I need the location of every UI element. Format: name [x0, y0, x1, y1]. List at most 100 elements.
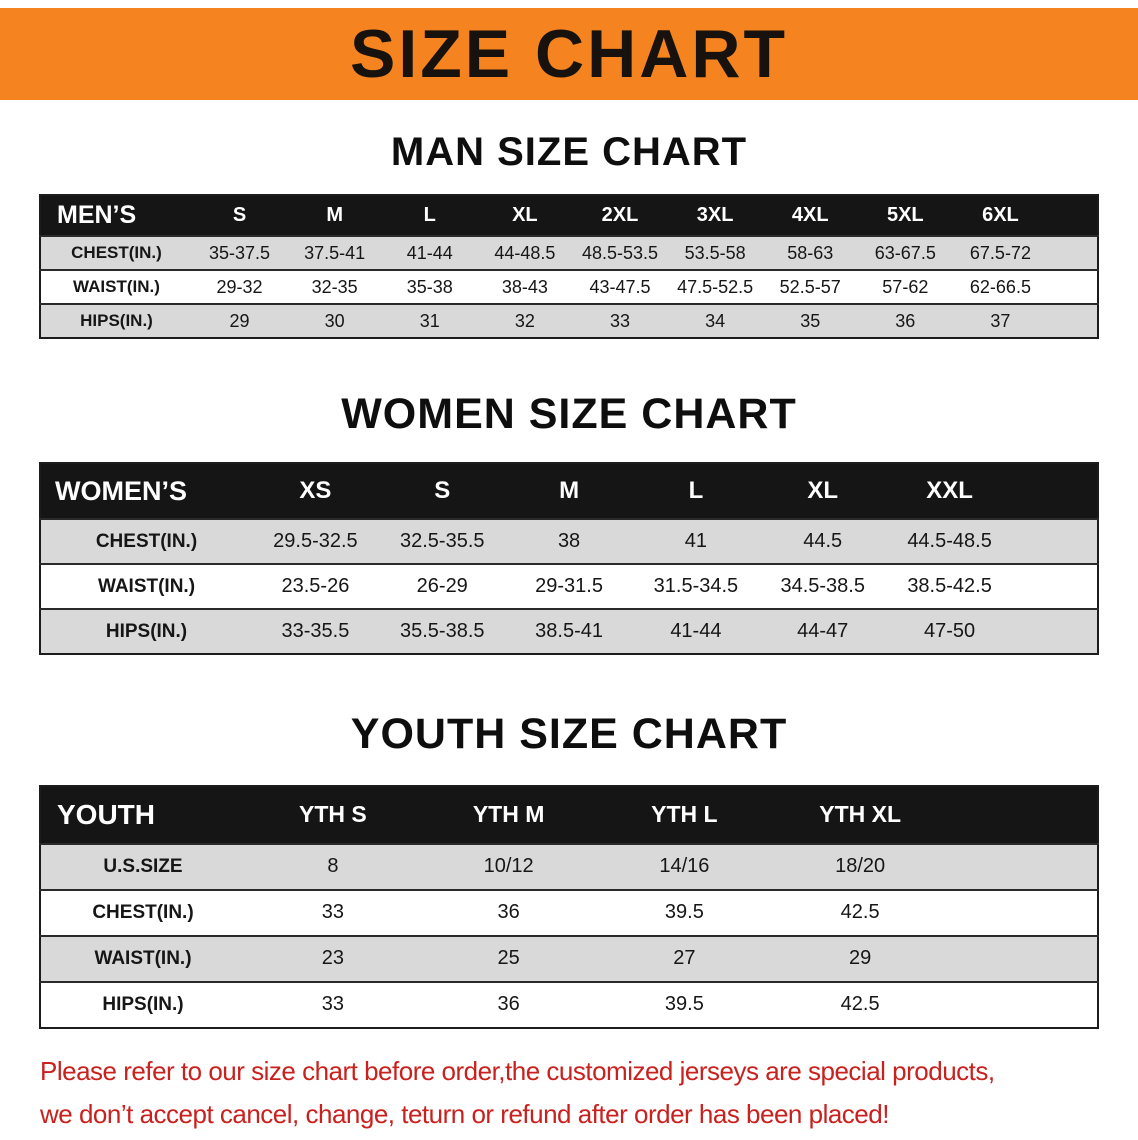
- men-section-heading: MAN SIZE CHART: [390, 130, 748, 174]
- measurement-value: 42.5: [840, 901, 880, 924]
- size-column-header: M: [505, 463, 633, 520]
- disclaimer-line-2: we don’t accept cancel, change, teturn o…: [40, 1099, 889, 1130]
- measurement-value: 29: [849, 947, 872, 970]
- measurement-value: 44-47: [797, 620, 849, 643]
- measurement-value: 44-48.5: [494, 242, 556, 263]
- measurement-value: 37.5-41: [304, 242, 366, 263]
- table-title-cell: WOMEN’S: [40, 463, 252, 520]
- measurement-value: 53.5-58: [684, 242, 746, 263]
- measurement-label: U.S.SIZE: [103, 855, 183, 877]
- measurement-label: WAIST(IN.): [94, 947, 192, 969]
- measurement-value: 35-38: [406, 276, 453, 297]
- measurement-row: HIPS(IN.) 33 36 39.5 42.5: [40, 981, 1098, 1028]
- youth-size-section: YOUTH SIZE CHART YOUTH YTH S YTH M YTH L YTH…: [0, 710, 1138, 1029]
- size-column-header: L: [382, 195, 478, 236]
- measurement-value: 33: [609, 310, 630, 331]
- measurement-row: WAIST(IN.) 29-32 32-35 35-38 38-43 43-47.5 47.…: [40, 270, 1098, 304]
- measurement-value: 43-47.5: [589, 276, 651, 297]
- table-title-cell: MEN’S: [40, 195, 192, 236]
- measurement-row: CHEST(IN.) 33 36 39.5 42.5: [40, 889, 1098, 936]
- men-size-section: MAN SIZE CHART MEN’S S M L XL 2XL 3XL 4XL 5XL 6XL…: [0, 130, 1138, 339]
- measurement-value: 67.5-72: [969, 242, 1031, 263]
- size-column-header: S: [378, 463, 506, 520]
- youth-section-heading: YOUTH SIZE CHART: [350, 710, 788, 759]
- measurement-row: U.S.SIZE 8 10/12 14/16 18/20: [40, 843, 1098, 890]
- filler-cell: [1048, 195, 1098, 236]
- measurement-value: 34.5-38.5: [780, 575, 865, 598]
- measurement-value: 33-35.5: [281, 620, 350, 643]
- measurement-value: 47.5-52.5: [677, 276, 754, 297]
- size-column-header: YTH S: [245, 785, 421, 844]
- filler-cell: [1048, 304, 1098, 338]
- size-column-header: M: [287, 195, 383, 236]
- measurement-value: 52.5-57: [779, 276, 841, 297]
- measurement-value: 29-31.5: [535, 575, 603, 598]
- measurement-label: WAIST(IN.): [73, 277, 160, 296]
- measurement-value: 36: [497, 993, 520, 1016]
- measurement-value: 31: [419, 310, 440, 331]
- measurement-label: CHEST(IN.): [92, 901, 194, 923]
- measurement-value: 34: [705, 310, 726, 331]
- table-header-row: WOMEN’S XS S M L XL XXL: [40, 463, 1098, 520]
- disclaimer: Please refer to our size chart before or…: [40, 1056, 1138, 1131]
- measurement-value: 33: [321, 993, 344, 1016]
- measurement-value: 23.5-26: [281, 575, 350, 598]
- measurement-value: 27: [673, 947, 696, 970]
- measurement-value: 37: [990, 310, 1011, 331]
- measurement-value: 42.5: [840, 993, 880, 1016]
- size-column-header: XXL: [886, 463, 1013, 520]
- measurement-value: 23: [321, 947, 344, 970]
- measurement-value: 33: [321, 901, 344, 924]
- filler-cell: [1048, 236, 1098, 270]
- measurement-value: 10/12: [483, 855, 534, 878]
- measurement-value: 38: [557, 530, 581, 553]
- measurement-value: 57-62: [882, 276, 929, 297]
- filler-cell: [948, 982, 1098, 1028]
- measurement-value: 32: [514, 310, 535, 331]
- size-column-header: S: [192, 195, 288, 236]
- filler-cell: [948, 785, 1098, 844]
- measurement-value: 39.5: [664, 993, 704, 1016]
- measurement-value: 29-32: [216, 276, 263, 297]
- measurement-label: CHEST(IN.): [95, 530, 198, 552]
- size-column-header: XL: [477, 195, 573, 236]
- measurement-row: CHEST(IN.) 29.5-32.5 32.5-35.5 38 41 44.5 44.5…: [40, 519, 1098, 565]
- measurement-value: 38-43: [501, 276, 548, 297]
- measurement-value: 18/20: [835, 855, 886, 878]
- size-column-header: YTH L: [596, 785, 773, 844]
- measurement-value: 26-29: [416, 575, 468, 598]
- table-header-row: YOUTH YTH S YTH M YTH L YTH XL: [40, 785, 1098, 844]
- page-title: SIZE CHART: [350, 16, 788, 92]
- filler-cell: [948, 844, 1098, 890]
- size-chart-infographic: SIZE CHART MAN SIZE CHART MEN’S S M L XL 2XL 3…: [0, 8, 1138, 1130]
- measurement-value: 32-35: [311, 276, 358, 297]
- size-column-header: 6XL: [952, 195, 1048, 236]
- measurement-value: 36: [895, 310, 916, 331]
- measurement-value: 41-44: [406, 242, 453, 263]
- measurement-label: HIPS(IN.): [105, 620, 188, 642]
- women-section-heading: WOMEN SIZE CHART: [341, 390, 797, 438]
- table-header-row: MEN’S S M L XL 2XL 3XL 4XL 5XL 6XL: [40, 195, 1098, 236]
- size-column-header: L: [632, 463, 760, 520]
- size-column-header: 3XL: [667, 195, 763, 236]
- measurement-value: 31.5-34.5: [653, 575, 739, 598]
- measurement-value: 48.5-53.5: [581, 242, 659, 263]
- size-column-header: 4XL: [762, 195, 858, 236]
- measurement-value: 35.5-38.5: [399, 620, 485, 643]
- measurement-value: 41: [684, 530, 708, 553]
- measurement-value: 36: [497, 901, 520, 924]
- measurement-label: HIPS(IN.): [80, 311, 153, 330]
- size-column-header: 5XL: [857, 195, 953, 236]
- measurement-value: 44.5-48.5: [907, 530, 992, 553]
- measurement-value: 63-67.5: [874, 242, 936, 263]
- women-size-table: WOMEN’S XS S M L XL XXL CHEST(IN.) 29.5-32.5 32.5…: [39, 462, 1099, 656]
- measurement-value: 14/16: [659, 855, 710, 878]
- size-column-header: XS: [252, 463, 379, 520]
- measurement-label: HIPS(IN.): [102, 993, 184, 1015]
- filler-cell: [948, 936, 1098, 982]
- measurement-value: 38.5-41: [535, 620, 603, 643]
- measurement-value: 62-66.5: [969, 276, 1031, 297]
- measurement-row: WAIST(IN.) 23 25 27 29: [40, 935, 1098, 982]
- filler-cell: [1013, 609, 1098, 654]
- size-column-header: YTH XL: [772, 785, 948, 844]
